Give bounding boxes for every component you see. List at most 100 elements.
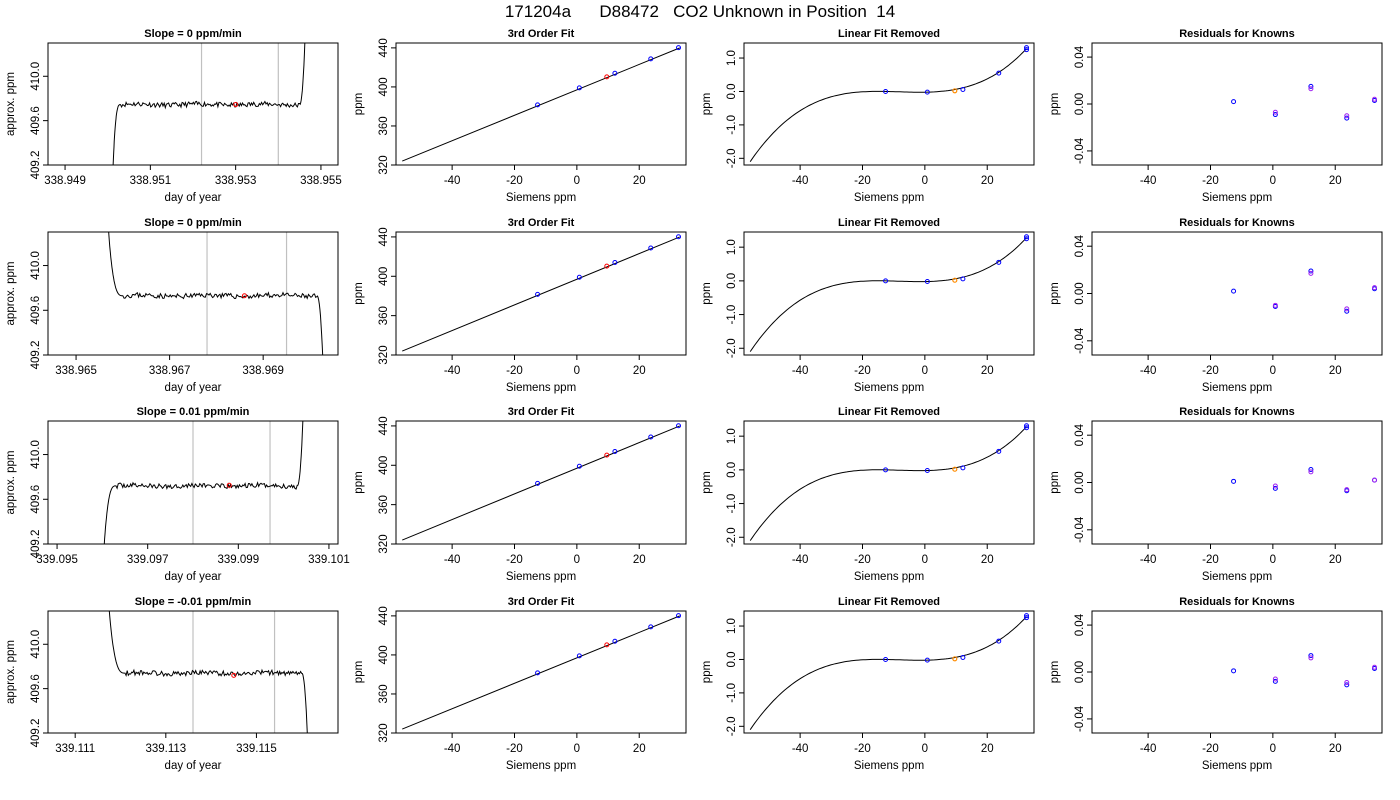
fit-line <box>402 47 680 162</box>
x-tick-label: 20 <box>633 365 646 377</box>
panel-linear_removed-row3: Linear Fit Removed -40 -20 0 20 -2.0 -1.0 0.0 1.… <box>701 406 1035 583</box>
plot-area <box>1231 653 1378 688</box>
y-tick-label: 320 <box>378 155 390 174</box>
residual-point <box>1231 478 1237 484</box>
y-axis-label: approx. ppm <box>5 451 17 515</box>
plot-area <box>749 45 1030 162</box>
sample-mean-point <box>241 293 247 299</box>
known-standard-point <box>576 274 582 280</box>
residual-point <box>1231 668 1237 674</box>
x-tick-label: 339.097 <box>127 554 169 566</box>
y-tick-label: 320 <box>378 345 390 364</box>
x-axis-label: day of year <box>165 571 222 583</box>
known-standard-point <box>883 467 889 473</box>
known-standard-point <box>576 653 582 659</box>
unknown-point <box>952 466 958 472</box>
panel-title: Linear Fit Removed <box>838 28 940 40</box>
x-tick-label: 338.965 <box>55 365 97 377</box>
known-standard-point <box>535 102 541 108</box>
plot-area <box>402 45 682 162</box>
y-axis-label: ppm <box>701 661 713 683</box>
y-tick-label: 0.04 <box>1074 423 1086 446</box>
residual-point <box>1372 96 1378 102</box>
x-tick-label: -40 <box>1140 743 1157 755</box>
unknown-point <box>604 642 610 648</box>
y-axis-label: ppm <box>1049 93 1061 115</box>
y-tick-label: 0.00 <box>1074 661 1086 683</box>
plot-frame <box>1091 420 1383 545</box>
x-tick-label: 20 <box>633 554 646 566</box>
panel-title: 3rd Order Fit <box>508 28 575 40</box>
panel-title: Slope = -0.01 ppm/min <box>135 596 252 608</box>
y-tick-label: 0.04 <box>1074 234 1086 257</box>
residual-point <box>1344 306 1350 312</box>
y-axis-label: ppm <box>1049 471 1061 493</box>
x-tick-label: 0 <box>922 743 928 755</box>
x-tick-label: -40 <box>792 554 809 566</box>
x-tick-label: 20 <box>633 175 646 187</box>
x-tick-label: -20 <box>506 365 523 377</box>
x-tick-label: -40 <box>792 743 809 755</box>
plot-frame <box>395 420 687 545</box>
residual-point <box>1344 680 1350 686</box>
plot-frame <box>395 610 687 734</box>
x-tick-label: -20 <box>1202 554 1219 566</box>
x-tick-label: 0 <box>1270 554 1276 566</box>
plot-area <box>749 423 1030 541</box>
y-axis-label: ppm <box>1049 282 1061 304</box>
y-tick-label: 1.0 <box>726 428 738 444</box>
known-standard-point <box>996 638 1002 644</box>
plot-frame <box>743 231 1035 356</box>
x-tick-label: 0 <box>922 554 928 566</box>
known-standard-point <box>648 624 654 630</box>
residual-point <box>1308 268 1314 274</box>
x-tick-label: -20 <box>506 743 523 755</box>
known-standard-point <box>1024 425 1030 431</box>
residual-point <box>1344 682 1350 688</box>
known-standard-point <box>1024 423 1030 429</box>
plot-area <box>1231 466 1378 494</box>
y-tick-label: 0.04 <box>1074 45 1086 68</box>
known-standard-point <box>960 654 966 660</box>
x-tick-label: 0 <box>1270 365 1276 377</box>
x-tick-label: 20 <box>981 743 994 755</box>
x-tick-label: 20 <box>1329 365 1342 377</box>
y-tick-label: 0.04 <box>1074 613 1086 636</box>
residual-point <box>1231 99 1237 105</box>
fit-line <box>402 236 680 352</box>
known-standard-point <box>535 291 541 297</box>
x-axis-label: day of year <box>165 192 222 204</box>
unknown-point <box>952 88 958 94</box>
residual-point <box>1272 483 1278 489</box>
y-tick-label: 400 <box>378 645 390 664</box>
residual-point <box>1272 112 1278 118</box>
y-tick-label: 410.0 <box>30 62 42 91</box>
residual-point <box>1308 86 1314 92</box>
y-axis-label: ppm <box>1049 661 1061 683</box>
x-tick-label: 338.953 <box>215 175 257 187</box>
sample-mean-point <box>226 482 232 488</box>
plot-area <box>112 43 306 165</box>
y-tick-label: 1.0 <box>726 618 738 634</box>
x-tick-label: -20 <box>854 554 871 566</box>
known-standard-point <box>612 449 618 455</box>
x-axis-label: Siemens ppm <box>1202 192 1272 204</box>
x-tick-label: -20 <box>1202 365 1219 377</box>
y-tick-label: 409.2 <box>30 341 42 370</box>
x-tick-label: -20 <box>506 554 523 566</box>
y-tick-label: -0.04 <box>1074 516 1086 543</box>
residual-point <box>1344 115 1350 121</box>
plot-area <box>103 421 304 544</box>
x-tick-label: -20 <box>506 175 523 187</box>
y-axis-label: ppm <box>353 93 365 115</box>
y-tick-label: 360 <box>378 116 390 135</box>
y-axis-label: approx. ppm <box>5 72 17 136</box>
known-standard-point <box>924 89 930 95</box>
x-axis-label: Siemens ppm <box>506 192 576 204</box>
known-standard-point <box>924 657 930 663</box>
residual-point <box>1272 676 1278 682</box>
residual-point <box>1308 270 1314 276</box>
panel-title: Slope = 0 ppm/min <box>144 217 242 229</box>
known-standard-point <box>648 245 654 251</box>
y-axis-label: ppm <box>353 282 365 304</box>
